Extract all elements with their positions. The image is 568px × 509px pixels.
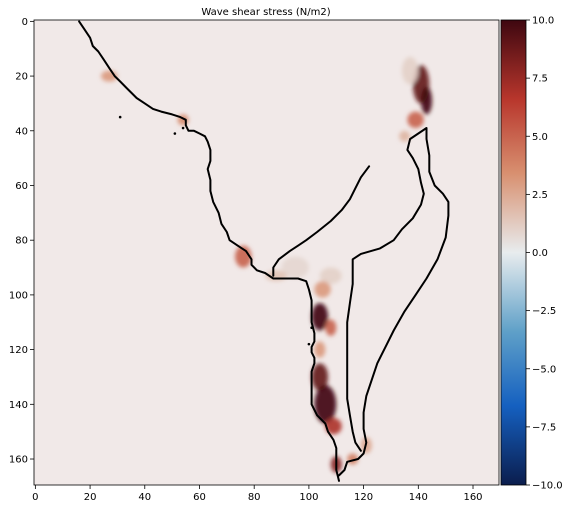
colorbar-gradient	[500, 19, 527, 486]
hotspot-15	[311, 363, 329, 391]
colorbar-tick-label: 5.0	[532, 132, 548, 143]
x-tick-label: 0	[32, 492, 38, 503]
y-axis: 0 20 40 60 80 100 120 140 160	[9, 17, 34, 466]
colorbar-tick-label: −7.5	[532, 422, 556, 433]
colorbar-tick-label: −10.0	[532, 481, 563, 492]
hotspot-12	[311, 303, 329, 331]
x-tick-label: 140	[409, 492, 428, 503]
islet-2	[181, 126, 185, 130]
y-tick-label: 140	[9, 400, 28, 411]
coastline-peninsula	[338, 127, 450, 477]
y-tick-label: 120	[9, 345, 28, 356]
hotspot-3	[401, 56, 419, 85]
coastline-outer	[78, 20, 340, 482]
hotspot-16	[314, 385, 337, 424]
coastline	[78, 20, 450, 482]
x-axis: 0 20 40 60 80 100 120 140 160	[32, 485, 483, 503]
colorbar-ticks: 10.0 7.5 5.0 2.5 0.0 −2.5 −5.0 −7.5 −10.0	[526, 16, 563, 492]
hotspot-17	[325, 417, 342, 435]
colorbar-tick-label: −2.5	[532, 306, 556, 317]
islet-3	[310, 326, 313, 330]
colorbar-tick-label: 7.5	[532, 74, 548, 85]
x-tick-label: 120	[354, 492, 373, 503]
x-tick-label: 160	[463, 492, 482, 503]
heatmap-hotspots	[101, 56, 432, 473]
colorbar-tick-label: 2.5	[532, 190, 548, 201]
y-tick-label: 100	[9, 290, 28, 301]
x-tick-label: 100	[299, 492, 318, 503]
y-tick-label: 40	[15, 126, 28, 137]
hotspot-14	[314, 341, 326, 358]
x-tick-label: 20	[84, 492, 97, 503]
hotspot-4	[399, 130, 411, 142]
colorbar-tick-label: 10.0	[532, 16, 554, 27]
y-tick-label: 160	[9, 455, 28, 466]
y-tick-label: 80	[15, 236, 28, 247]
hotspot-7	[235, 245, 252, 268]
coastline-inner	[272, 165, 371, 277]
islet-0	[118, 115, 122, 119]
x-tick-label: 60	[193, 492, 206, 503]
colorbar: 10.0 7.5 5.0 2.5 0.0 −2.5 −5.0 −7.5 −10.0	[500, 16, 563, 492]
hotspot-10	[319, 267, 342, 284]
heatmap-panel: 0 20 40 60 80 100 120 140 160 0 20 40 60 80 100 120 140…	[9, 17, 500, 503]
x-tick-label: 40	[138, 492, 151, 503]
colorbar-tick-label: 0.0	[532, 248, 548, 259]
hotspot-1	[421, 87, 432, 115]
islet-1	[173, 132, 177, 135]
x-tick-label: 80	[248, 492, 261, 503]
y-tick-label: 0	[22, 17, 28, 28]
y-tick-label: 60	[15, 181, 28, 192]
hotspot-2	[407, 111, 424, 129]
axes-frame	[33, 19, 500, 486]
y-tick-label: 20	[15, 72, 28, 83]
colorbar-tick-label: −5.0	[532, 364, 556, 375]
hotspot-11	[314, 281, 331, 298]
hotspot-8	[281, 256, 309, 279]
islet-4	[307, 342, 311, 346]
chart-title: Wave shear stress (N/m2)	[201, 7, 330, 18]
hotspot-13	[325, 319, 337, 336]
